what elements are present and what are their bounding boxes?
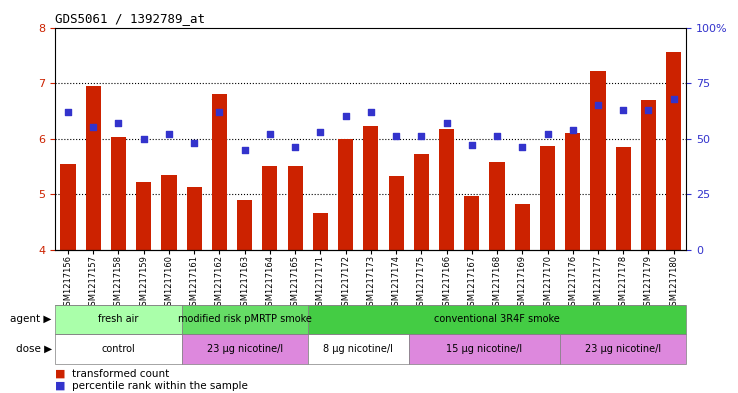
Text: 8 μg nicotine/l: 8 μg nicotine/l: [323, 344, 393, 354]
Point: [289, 144, 301, 151]
Text: modified risk pMRTP smoke: modified risk pMRTP smoke: [178, 314, 311, 324]
Bar: [308, 305, 686, 334]
Text: fresh air: fresh air: [98, 314, 139, 324]
Point: [643, 107, 655, 113]
Text: agent ▶: agent ▶: [10, 314, 52, 324]
Bar: [565, 133, 580, 250]
Text: percentile rank within the sample: percentile rank within the sample: [72, 381, 247, 391]
Bar: [262, 166, 277, 250]
Text: 15 μg nicotine/l: 15 μg nicotine/l: [446, 344, 523, 354]
Point: [238, 147, 250, 153]
Bar: [388, 176, 404, 250]
Text: conventional 3R4F smoke: conventional 3R4F smoke: [434, 314, 560, 324]
Point: [339, 113, 351, 119]
Bar: [590, 71, 606, 250]
Bar: [641, 100, 656, 250]
Point: [112, 120, 124, 126]
Bar: [162, 174, 176, 250]
Bar: [409, 334, 560, 364]
Point: [415, 133, 427, 140]
Point: [617, 107, 629, 113]
Text: ■: ■: [55, 369, 66, 379]
Text: 23 μg nicotine/l: 23 μg nicotine/l: [585, 344, 661, 354]
Bar: [55, 305, 182, 334]
Bar: [363, 126, 379, 250]
Bar: [514, 204, 530, 250]
Bar: [86, 86, 101, 250]
Point: [138, 135, 150, 142]
Bar: [136, 182, 151, 250]
Bar: [439, 129, 454, 250]
Bar: [666, 52, 681, 250]
Point: [62, 109, 74, 115]
Point: [213, 109, 225, 115]
Bar: [288, 166, 303, 250]
Point: [163, 131, 175, 137]
Text: transformed count: transformed count: [72, 369, 169, 379]
Bar: [111, 138, 126, 250]
Bar: [308, 334, 409, 364]
Bar: [182, 305, 308, 334]
Point: [491, 133, 503, 140]
Bar: [237, 200, 252, 250]
Point: [365, 109, 376, 115]
Point: [592, 102, 604, 108]
Point: [441, 120, 452, 126]
Point: [314, 129, 326, 135]
Text: control: control: [102, 344, 135, 354]
Bar: [414, 154, 429, 250]
Text: ■: ■: [55, 381, 66, 391]
Point: [390, 133, 402, 140]
Point: [517, 144, 528, 151]
Bar: [55, 334, 182, 364]
Bar: [61, 163, 75, 250]
Point: [466, 142, 477, 148]
Bar: [489, 162, 505, 250]
Point: [668, 95, 680, 102]
Point: [87, 124, 99, 130]
Point: [264, 131, 276, 137]
Bar: [560, 334, 686, 364]
Bar: [187, 187, 201, 250]
Bar: [540, 146, 555, 250]
Text: GDS5061 / 1392789_at: GDS5061 / 1392789_at: [55, 12, 205, 25]
Bar: [338, 138, 354, 250]
Bar: [212, 94, 227, 250]
Bar: [464, 196, 480, 250]
Text: 23 μg nicotine/l: 23 μg nicotine/l: [207, 344, 283, 354]
Bar: [615, 147, 631, 250]
Point: [188, 140, 200, 146]
Text: dose ▶: dose ▶: [15, 344, 52, 354]
Bar: [182, 334, 308, 364]
Point: [567, 127, 579, 133]
Bar: [313, 213, 328, 250]
Point: [542, 131, 554, 137]
